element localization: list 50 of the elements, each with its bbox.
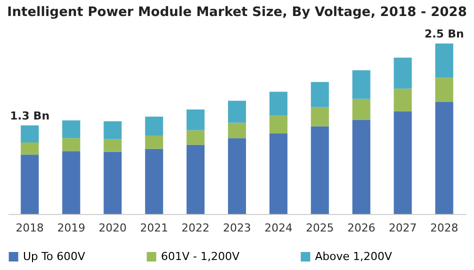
bar bbox=[228, 122, 246, 138]
bar bbox=[186, 144, 205, 214]
bar bbox=[20, 154, 39, 214]
bar bbox=[310, 82, 329, 108]
bar bbox=[62, 138, 80, 152]
legend-label: Above 1,200V bbox=[315, 250, 392, 263]
annotation: 2.5 Bn bbox=[424, 27, 464, 40]
legend-label: Up To 600V bbox=[23, 250, 86, 263]
x-tick-label: 2025 bbox=[306, 222, 334, 234]
bar bbox=[186, 109, 205, 130]
x-tick-label: 2022 bbox=[182, 222, 210, 234]
x-tick-label: 2028 bbox=[430, 222, 458, 234]
bar bbox=[145, 148, 164, 214]
bar bbox=[435, 102, 454, 214]
bar bbox=[145, 136, 164, 149]
chart-title: Intelligent Power Module Market Size, By Voltage, 2018 - 2028 bbox=[7, 5, 467, 20]
bar bbox=[394, 112, 412, 214]
bar bbox=[310, 107, 329, 126]
bar bbox=[269, 116, 288, 134]
bar bbox=[228, 138, 246, 214]
x-tick-label: 2020 bbox=[98, 222, 127, 234]
x-tick-label: 2023 bbox=[223, 222, 251, 234]
legend-label: 601V - 1,200V bbox=[161, 250, 240, 263]
x-tick-label: 2024 bbox=[264, 222, 292, 234]
x-tick-label: 2018 bbox=[16, 222, 44, 234]
bar bbox=[228, 100, 246, 123]
bar bbox=[352, 120, 370, 214]
x-tick-label: 2027 bbox=[388, 222, 417, 234]
bar bbox=[104, 121, 122, 140]
bar bbox=[104, 152, 122, 214]
bar bbox=[352, 98, 370, 120]
annotation: 1.3 Bn bbox=[10, 109, 50, 122]
bar bbox=[269, 92, 288, 116]
x-tick-label: 2021 bbox=[140, 222, 168, 234]
bar bbox=[20, 125, 39, 143]
bar bbox=[104, 139, 122, 152]
bar bbox=[186, 130, 205, 145]
bar bbox=[394, 58, 412, 89]
bar bbox=[145, 116, 164, 136]
bar bbox=[20, 142, 39, 155]
bar bbox=[269, 134, 288, 214]
bar bbox=[62, 151, 80, 214]
x-tick-label: 2026 bbox=[347, 222, 376, 234]
bar bbox=[310, 126, 329, 214]
bar bbox=[394, 88, 412, 112]
bar bbox=[435, 43, 454, 78]
bar bbox=[62, 120, 80, 138]
bar bbox=[352, 70, 370, 99]
x-tick-label: 2019 bbox=[57, 222, 86, 234]
bar bbox=[435, 78, 454, 102]
